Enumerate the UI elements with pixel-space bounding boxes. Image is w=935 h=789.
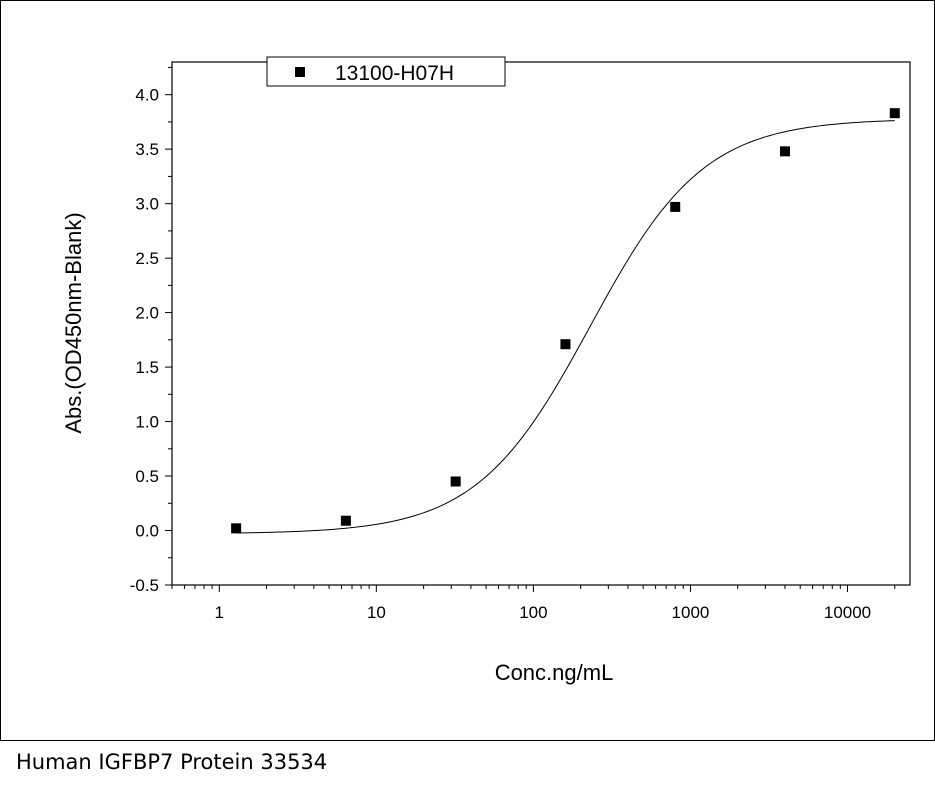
fit-curve bbox=[236, 120, 895, 534]
y-tick-label: 2.5 bbox=[135, 249, 159, 268]
x-tick-label: 1000 bbox=[672, 603, 710, 622]
plot-area-frame bbox=[171, 61, 911, 586]
x-tick-label: 10000 bbox=[824, 603, 871, 622]
x-tick-label: 1 bbox=[215, 603, 224, 622]
x-axis: 1 10 100 1000 10000 bbox=[171, 585, 896, 622]
chart: -0.5 0.0 0.5 1.0 1.5 2.0 2.5 3.0 3.5 4.0 1 10 100 10… bbox=[61, 56, 911, 685]
legend-marker bbox=[295, 67, 305, 77]
x-tick-label: 100 bbox=[519, 603, 547, 622]
y-tick-label: 0.0 bbox=[135, 522, 159, 541]
y-tick-label: 1.5 bbox=[135, 358, 159, 377]
data-point bbox=[780, 146, 791, 157]
x-axis-label: Conc.ng/mL bbox=[495, 660, 614, 685]
data-point bbox=[670, 201, 681, 212]
x-tick-label: 10 bbox=[367, 603, 386, 622]
legend-label: 13100-H07H bbox=[335, 62, 454, 85]
data-point bbox=[450, 476, 461, 487]
y-axis-label: Abs.(OD450nm-Blank) bbox=[61, 212, 86, 433]
data-point bbox=[560, 339, 571, 350]
y-tick-label: 3.5 bbox=[135, 140, 159, 159]
figure-frame: -0.5 0.0 0.5 1.0 1.5 2.0 2.5 3.0 3.5 4.0 1 10 100 10… bbox=[0, 0, 935, 741]
y-tick-label: 3.0 bbox=[135, 195, 159, 214]
y-tick-label: 0.5 bbox=[135, 467, 159, 486]
data-point bbox=[889, 108, 900, 119]
y-tick-label: 1.0 bbox=[135, 413, 159, 432]
figure-caption: Human IGFBP7 Protein 33534 bbox=[16, 750, 328, 774]
data-points bbox=[231, 108, 900, 534]
y-axis: -0.5 0.0 0.5 1.0 1.5 2.0 2.5 3.0 3.5 4.0 bbox=[130, 66, 172, 595]
y-tick-label: 4.0 bbox=[135, 86, 159, 105]
data-point bbox=[340, 515, 351, 526]
legend-box bbox=[266, 56, 506, 87]
data-point bbox=[231, 523, 242, 534]
legend: 13100-H07H bbox=[266, 56, 506, 87]
y-tick-label: 2.0 bbox=[135, 304, 159, 323]
y-tick-label: -0.5 bbox=[130, 576, 159, 595]
